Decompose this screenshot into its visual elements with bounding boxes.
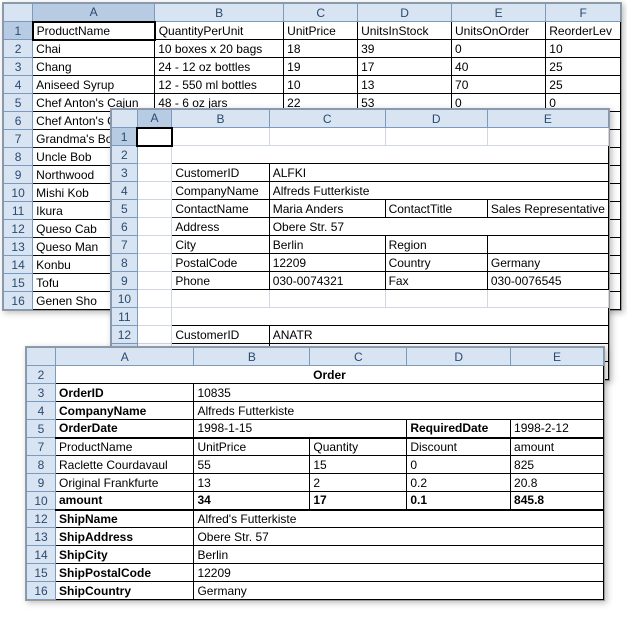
row-header[interactable]: 2	[112, 146, 138, 164]
cell[interactable]: 70	[452, 76, 546, 94]
col-header-A[interactable]: A	[137, 110, 172, 128]
label-customerid[interactable]: CustomerID	[172, 164, 269, 182]
col-header-E[interactable]: E	[452, 4, 546, 22]
value-city[interactable]: Berlin	[269, 236, 385, 254]
value-phone[interactable]: 030-0074321	[269, 272, 385, 290]
label-orderid[interactable]: OrderID	[56, 384, 194, 402]
value-country[interactable]: Germany	[487, 254, 608, 272]
cell[interactable]	[137, 128, 172, 146]
col-header-D[interactable]: D	[358, 4, 452, 22]
customer-sheet: A B C D E 1 2 Customer 3 CustomerID ALFK…	[110, 108, 610, 381]
order-sheet: A B C D E 2 Order 3 OrderID 10835 4 Comp…	[25, 346, 605, 601]
value-fax[interactable]: 030-0076545	[487, 272, 608, 290]
col-header-D[interactable]: D	[385, 110, 487, 128]
row-header[interactable]: 2	[4, 40, 33, 58]
label-region[interactable]: Region	[385, 236, 487, 254]
table-row: 3Chang24 - 12 oz bottles19174025	[4, 58, 621, 76]
cell[interactable]: QuantityPerUnit	[155, 22, 284, 40]
value-orderid[interactable]: 10835	[194, 384, 604, 402]
cell[interactable]: 25	[546, 58, 621, 76]
cell[interactable]: 10 boxes x 20 bags	[155, 40, 284, 58]
row-header[interactable]: 11	[4, 202, 33, 220]
cell[interactable]: Aniseed Syrup	[33, 76, 155, 94]
cell[interactable]: 19	[284, 58, 358, 76]
cell[interactable]: Chang	[33, 58, 155, 76]
label-contactname[interactable]: ContactName	[172, 200, 269, 218]
cell[interactable]: 39	[358, 40, 452, 58]
row-header[interactable]: 8	[4, 148, 33, 166]
row-header[interactable]: 16	[4, 292, 33, 310]
label-contacttitle[interactable]: ContactTitle	[385, 200, 487, 218]
row-header[interactable]: 1	[112, 128, 138, 146]
value-contactname[interactable]: Maria Anders	[269, 200, 385, 218]
customer-title-2[interactable]: Customer	[172, 308, 609, 326]
value-region[interactable]	[487, 236, 608, 254]
row-header[interactable]: 12	[4, 220, 33, 238]
cell[interactable]: 13	[358, 76, 452, 94]
row-header[interactable]: 15	[4, 274, 33, 292]
table-row: 2Chai10 boxes x 20 bags1839010	[4, 40, 621, 58]
value-address[interactable]: Obere Str. 57	[269, 218, 608, 236]
row-header[interactable]: 5	[4, 94, 33, 112]
label-companyname[interactable]: CompanyName	[172, 182, 269, 200]
cell[interactable]: ProductName	[33, 22, 155, 40]
value-requireddate[interactable]: 1998-2-12	[511, 420, 604, 438]
label-city[interactable]: City	[172, 236, 269, 254]
col-header-B[interactable]: B	[172, 110, 269, 128]
row-header[interactable]: 9	[4, 166, 33, 184]
value-customerid[interactable]: ALFKI	[269, 164, 608, 182]
label-address[interactable]: Address	[172, 218, 269, 236]
value-companyname[interactable]: Alfreds Futterkiste	[269, 182, 608, 200]
customer-title[interactable]: Customer	[172, 146, 609, 164]
customer-grid[interactable]: A B C D E 1 2 Customer 3 CustomerID ALFK…	[111, 109, 609, 380]
value-orderdate[interactable]: 1998-1-15	[194, 420, 407, 438]
order-title[interactable]: Order	[56, 366, 604, 384]
cell[interactable]: 18	[284, 40, 358, 58]
cell[interactable]: 25	[546, 76, 621, 94]
cell[interactable]: 40	[452, 58, 546, 76]
cell[interactable]: 17	[358, 58, 452, 76]
row-header[interactable]: 6	[4, 112, 33, 130]
label-company[interactable]: CompanyName	[56, 402, 194, 420]
col-header-E[interactable]: E	[487, 110, 608, 128]
cell[interactable]: Chai	[33, 40, 155, 58]
row-header[interactable]: 10	[4, 184, 33, 202]
value-contacttitle[interactable]: Sales Representative	[487, 200, 608, 218]
row-header[interactable]: 3	[4, 58, 33, 76]
corner-cell[interactable]	[112, 110, 138, 128]
label-fax[interactable]: Fax	[385, 272, 487, 290]
col-header-B[interactable]: B	[155, 4, 284, 22]
label-requireddate[interactable]: RequiredDate	[407, 420, 511, 438]
cell[interactable]: UnitPrice	[284, 22, 358, 40]
label-country[interactable]: Country	[385, 254, 487, 272]
order-grid[interactable]: A B C D E 2 Order 3 OrderID 10835 4 Comp…	[26, 347, 604, 600]
row-header[interactable]: 1	[4, 22, 33, 40]
label-phone[interactable]: Phone	[172, 272, 269, 290]
label-orderdate[interactable]: OrderDate	[56, 420, 194, 438]
cell[interactable]: 0	[452, 40, 546, 58]
products-header-row: 1 ProductName QuantityPerUnit UnitPrice …	[4, 22, 621, 40]
col-header-A[interactable]: A	[33, 4, 155, 22]
value-company[interactable]: Alfreds Futterkiste	[194, 402, 604, 420]
cell[interactable]: ReorderLev	[546, 22, 621, 40]
cell[interactable]: 10	[284, 76, 358, 94]
col-header-F[interactable]: F	[546, 4, 621, 22]
row-header[interactable]: 14	[4, 256, 33, 274]
table-row: 4Aniseed Syrup12 - 550 ml bottles1013702…	[4, 76, 621, 94]
col-header-C[interactable]: C	[284, 4, 358, 22]
cell[interactable]: 24 - 12 oz bottles	[155, 58, 284, 76]
corner-cell[interactable]	[27, 348, 56, 366]
col-header-C[interactable]: C	[269, 110, 385, 128]
row-header[interactable]: 13	[4, 238, 33, 256]
corner-cell[interactable]	[4, 4, 33, 22]
cell[interactable]: 10	[546, 40, 621, 58]
row-header[interactable]: 7	[4, 130, 33, 148]
label-postal[interactable]: PostalCode	[172, 254, 269, 272]
cell[interactable]: 12 - 550 ml bottles	[155, 76, 284, 94]
value-postal[interactable]: 12209	[269, 254, 385, 272]
cell[interactable]: UnitsInStock	[358, 22, 452, 40]
cell[interactable]: UnitsOnOrder	[452, 22, 546, 40]
row-header[interactable]: 4	[4, 76, 33, 94]
